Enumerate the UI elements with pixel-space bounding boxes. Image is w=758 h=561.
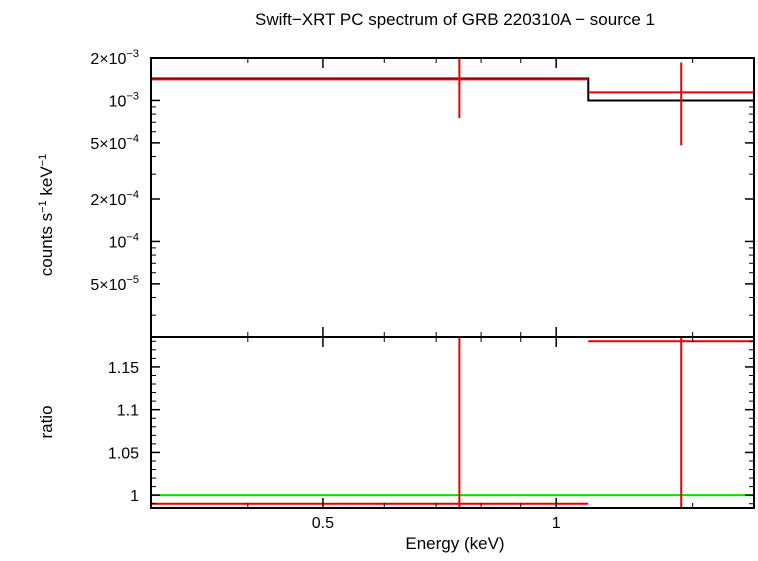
ratio-y-tick-label: 1.15 [108, 360, 139, 377]
y-axis-label-spectrum-sup1: −1 [37, 200, 49, 213]
x-tick-label: 1 [552, 515, 561, 532]
ratio-data-point [151, 337, 589, 508]
y-tick-label: 2×10−4 [90, 189, 139, 209]
y-tick-label: 10−3 [109, 90, 139, 110]
y-axis-label-spectrum: counts s−1 keV−1 [37, 154, 56, 276]
spectrum-data-point [151, 58, 589, 119]
x-axis-label: Energy (keV) [405, 534, 504, 553]
y-tick-label: 5×10−4 [90, 133, 139, 153]
ratio-data-point [588, 337, 754, 508]
y-axis-label-spectrum-sup2: −1 [37, 154, 49, 167]
x-tick-label: 0.5 [312, 515, 334, 532]
ratio-y-tick-label: 1.05 [108, 445, 139, 462]
y-tick-label: 5×10−5 [90, 274, 139, 294]
y-axis-label-ratio: ratio [37, 405, 56, 438]
y-axis-label-spectrum-main: counts s [37, 213, 56, 276]
ratio-panel-frame [150, 336, 755, 509]
y-axis-label-spectrum-mid: keV [37, 166, 56, 201]
y-tick-label: 10−4 [109, 231, 139, 251]
chart-title: Swift−XRT PC spectrum of GRB 220310A − s… [255, 10, 655, 29]
ratio-y-tick-label: 1.1 [117, 403, 139, 420]
plot-layer: 2×10−3 10−3 5×10−4 2×10−4 10−4 5×10−5 1.15 1.1 1… [90, 48, 755, 532]
spectrum-data-point [588, 62, 754, 146]
ratio-y-tick-label: 1 [130, 488, 139, 505]
y-tick-label: 2×10−3 [90, 48, 139, 68]
